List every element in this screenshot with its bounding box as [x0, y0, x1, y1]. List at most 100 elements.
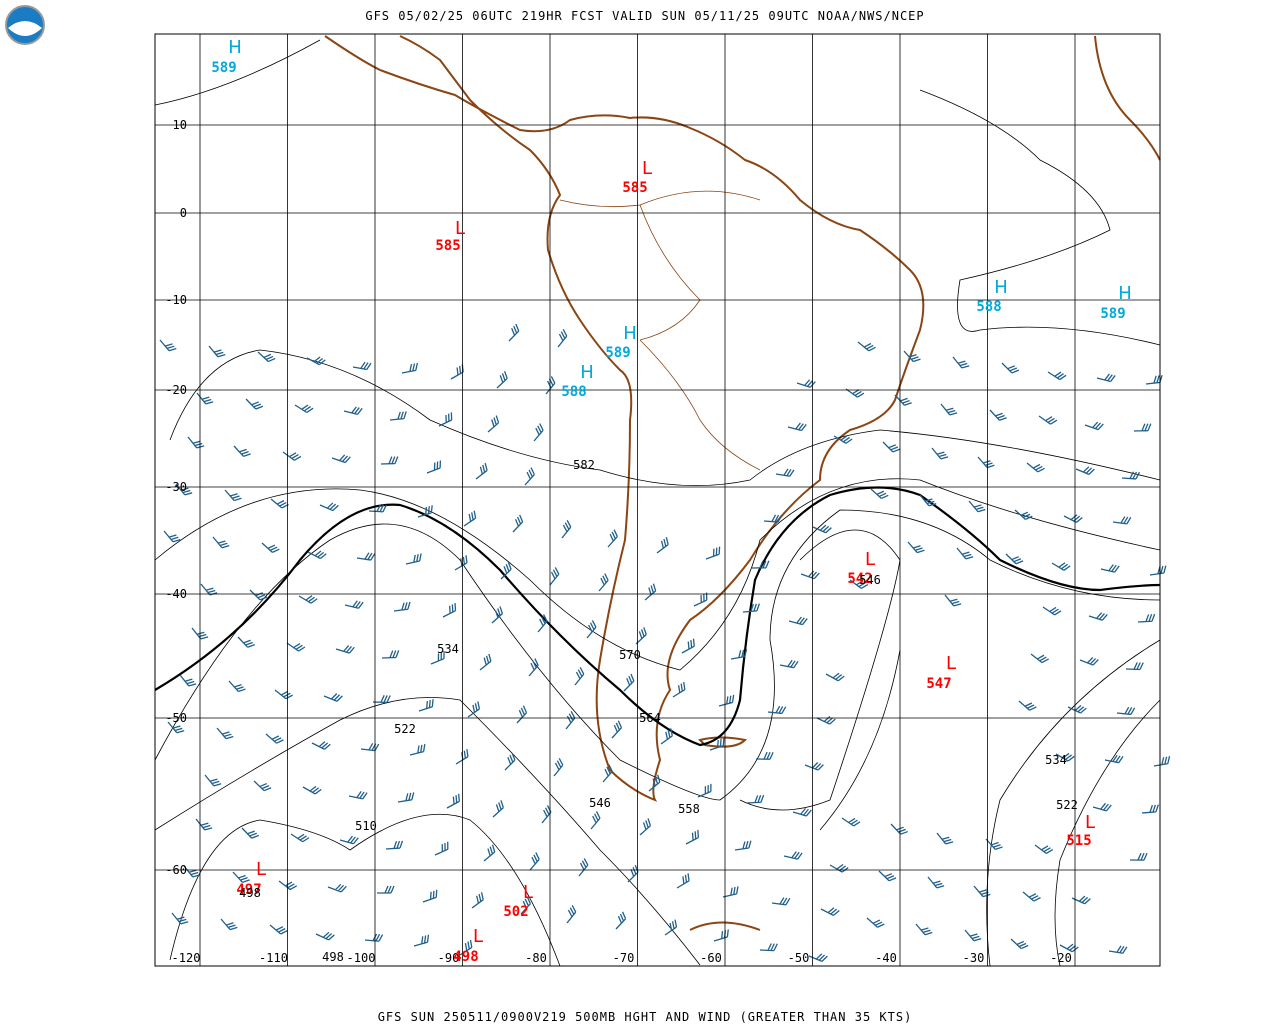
wind-barb — [566, 905, 577, 924]
barb-stroke — [413, 934, 430, 947]
wind-barb — [1030, 653, 1050, 664]
wind-barb — [919, 494, 937, 507]
wind-barb — [841, 817, 861, 827]
wind-barb — [968, 500, 986, 513]
wind-barb — [381, 650, 400, 659]
wind-barb — [833, 435, 853, 444]
barb-stroke — [1075, 466, 1095, 475]
barb-stroke — [788, 616, 808, 626]
wind-barb — [611, 720, 623, 739]
barb-stroke — [1071, 895, 1091, 905]
barb-stroke — [927, 876, 945, 889]
contour-label: 558 — [678, 802, 700, 816]
longitude-label: -90 — [438, 951, 460, 965]
wind-barb — [656, 537, 669, 554]
barb-stroke — [1014, 509, 1033, 520]
wind-barb — [368, 504, 387, 513]
wind-barb — [208, 345, 226, 358]
longitude-label: -60 — [700, 951, 722, 965]
wind-barb — [882, 441, 901, 453]
barb-stroke — [270, 498, 289, 509]
wind-barb — [479, 653, 492, 671]
wind-barb — [327, 883, 347, 893]
wind-barb — [985, 838, 1003, 851]
wind-barb — [1022, 891, 1041, 902]
wind-barb — [426, 460, 442, 474]
high-value: 589 — [1100, 306, 1125, 322]
barb-stroke — [491, 606, 504, 624]
wind-barb — [241, 827, 260, 839]
borders — [559, 190, 761, 471]
barb-stroke — [952, 356, 970, 369]
contour-label: 582 — [573, 458, 595, 472]
barb-stroke — [1137, 613, 1156, 623]
barb-stroke — [857, 341, 876, 352]
barb-stroke — [615, 911, 627, 930]
barb-stroke — [335, 645, 355, 654]
wind-barb — [820, 907, 840, 916]
barb-stroke — [771, 897, 791, 906]
wind-barb — [681, 638, 695, 654]
wind-barb — [1145, 374, 1163, 385]
barb-stroke — [372, 695, 391, 704]
low-symbol: L — [473, 926, 483, 947]
wind-barb — [857, 341, 876, 352]
barb-stroke — [722, 886, 739, 898]
barb-stroke — [512, 514, 524, 533]
map-frame: 10 0 -10 -20 -30 -40 -50 -60 -120 -110 -100 -90 -80 -… — [154, 33, 1171, 967]
contour-5880 — [154, 486, 1161, 747]
barb-stroke — [520, 896, 531, 915]
barb-stroke — [344, 600, 364, 609]
wind-barb — [1133, 423, 1152, 432]
barb-stroke — [496, 371, 508, 389]
wind-barb — [718, 694, 735, 707]
barb-stroke — [167, 721, 185, 734]
wind-barb — [771, 897, 791, 906]
wind-barb — [294, 404, 314, 414]
wind-barb — [1108, 945, 1128, 954]
title: GFS 05/02/25 06UTC 219HR FCST VALID SUN … — [365, 9, 924, 23]
wind-barb — [767, 705, 787, 715]
wind-barb — [553, 758, 564, 777]
barb-stroke — [1153, 756, 1171, 767]
wind-barb — [1104, 754, 1124, 764]
wind-barb — [533, 423, 544, 442]
barb-stroke — [566, 905, 577, 924]
barb-stroke — [159, 339, 177, 352]
high-symbol: H — [580, 362, 594, 383]
barb-stroke — [763, 514, 783, 523]
barb-stroke — [1149, 565, 1167, 576]
barb-stroke — [163, 530, 181, 543]
wind-barb — [356, 552, 376, 561]
wind-barb — [952, 356, 970, 369]
wind-barb — [586, 620, 597, 639]
low-symbol: L — [256, 859, 266, 880]
wind-barb — [775, 468, 795, 477]
high-symbol: H — [1118, 283, 1132, 304]
barb-stroke — [664, 919, 678, 936]
barb-stroke — [397, 792, 415, 803]
wind-barb — [348, 791, 368, 800]
barb-stroke — [759, 943, 778, 952]
wind-barb — [228, 680, 246, 693]
falklands — [698, 736, 748, 748]
barb-stroke — [553, 758, 564, 777]
barb-stroke — [327, 883, 347, 893]
wind-barb — [693, 592, 708, 607]
wind-barb — [360, 743, 380, 752]
barb-stroke — [343, 406, 363, 416]
wind-barb — [1112, 516, 1132, 525]
wind-barb — [167, 721, 185, 734]
barb-stroke — [718, 694, 735, 707]
low-symbol: L — [865, 549, 875, 570]
wind-barb — [1026, 462, 1045, 473]
wind-barb — [483, 844, 496, 862]
wind-barb — [1079, 656, 1099, 666]
barb-stroke — [557, 329, 568, 348]
barb-stroke — [1067, 704, 1087, 714]
high-value: 589 — [605, 345, 630, 361]
barb-stroke — [792, 807, 812, 817]
barb-stroke — [1088, 612, 1108, 621]
wind-barb — [1071, 895, 1091, 905]
barb-stroke — [825, 672, 845, 682]
